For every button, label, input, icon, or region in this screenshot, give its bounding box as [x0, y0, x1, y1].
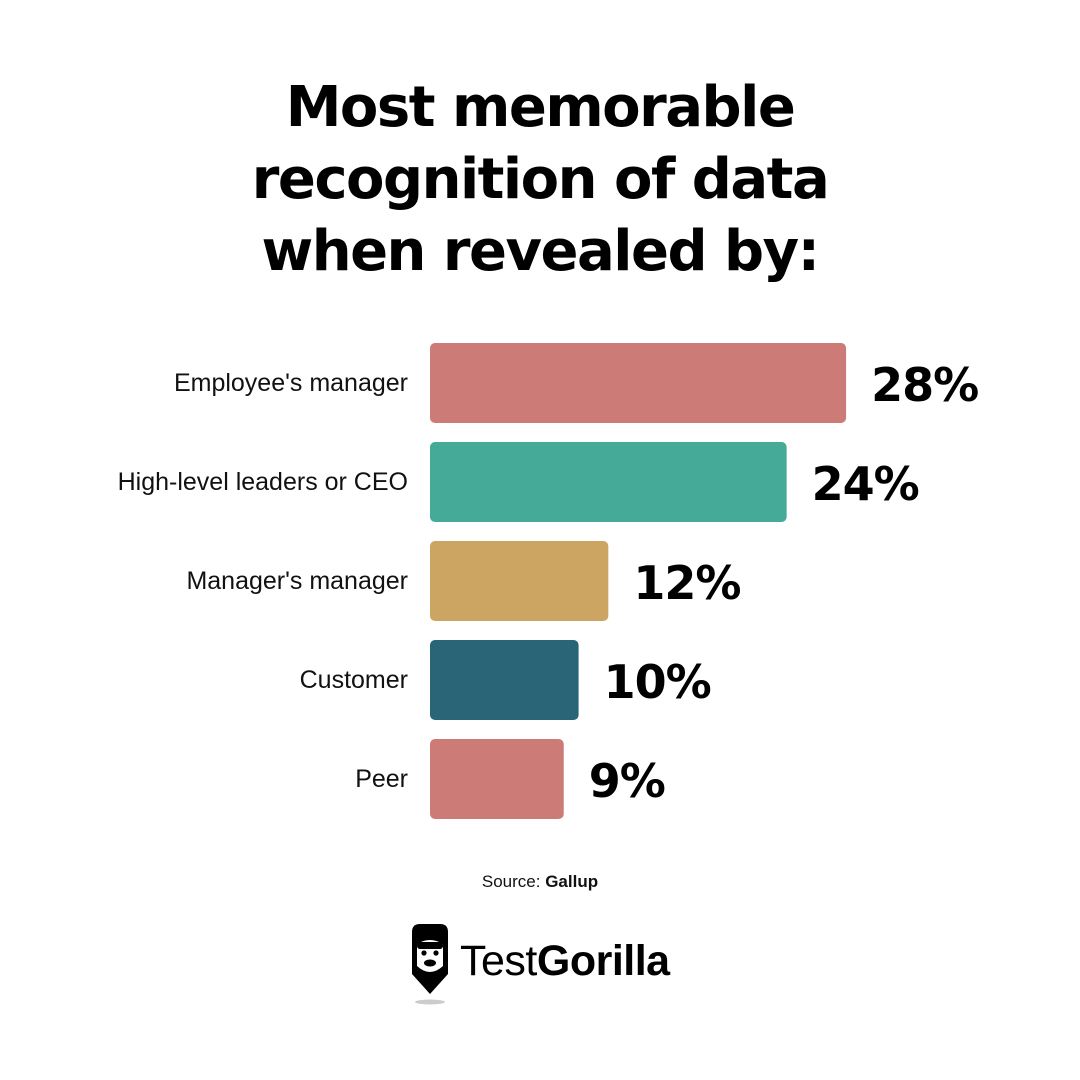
value-label-4: 9% — [589, 754, 665, 808]
bar-2 — [430, 541, 609, 621]
category-label-2: Manager's manager — [186, 567, 408, 595]
bar-1 — [430, 442, 787, 522]
source-prefix: Source: — [481, 872, 541, 891]
bar-0 — [430, 343, 847, 423]
title-line-3: when revealed by: — [261, 219, 820, 284]
value-label-0: 28% — [871, 358, 978, 412]
brand-logo: TestGorilla — [408, 922, 670, 1006]
gorilla-logo-icon — [412, 924, 448, 1005]
brand-name: TestGorilla — [460, 937, 670, 986]
chart-title: Most memorable recognition of data when … — [0, 72, 1080, 288]
bar-chart: Employee's manager 28% High-level leaders … — [118, 343, 979, 819]
source-name: Gallup — [545, 872, 599, 891]
value-label-2: 12% — [633, 556, 740, 610]
source-note: Source: Gallup — [0, 872, 1080, 892]
category-label-1: High-level leaders or CEO — [118, 468, 408, 496]
category-label-0: Employee's manager — [174, 369, 408, 397]
title-line-1: Most memorable — [285, 75, 796, 140]
brand-name-part2: Gorilla — [536, 936, 670, 985]
value-label-1: 24% — [812, 457, 919, 511]
category-label-3: Customer — [300, 666, 408, 694]
category-label-4: Peer — [355, 765, 408, 793]
bar-4 — [430, 739, 564, 819]
brand-name-part1: Test — [460, 936, 537, 985]
value-label-3: 10% — [604, 655, 711, 709]
bar-3 — [430, 640, 579, 720]
title-line-2: recognition of data — [251, 147, 830, 212]
